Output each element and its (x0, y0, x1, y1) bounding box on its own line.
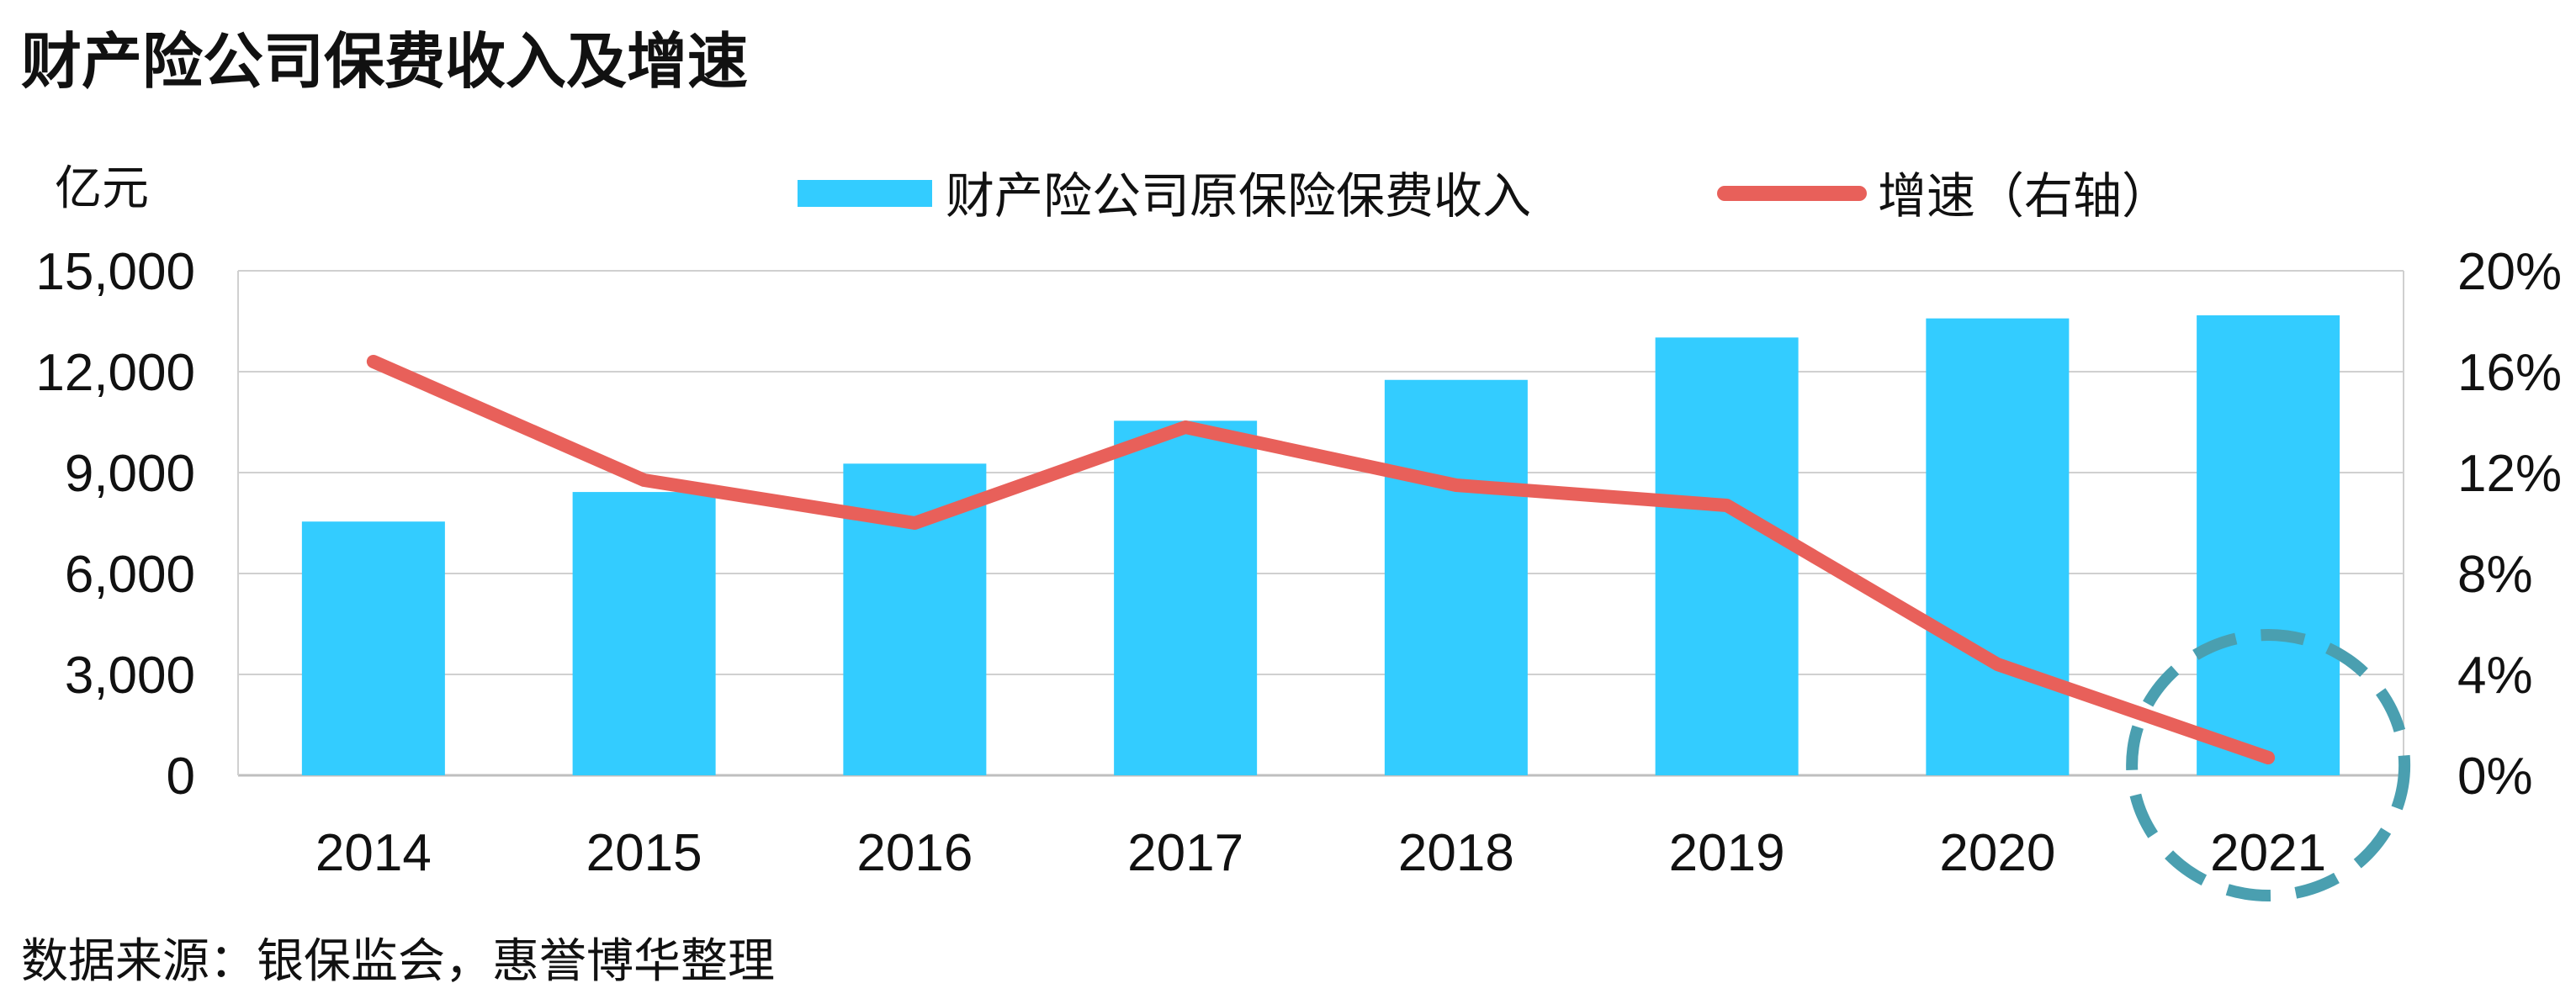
bar-2017 (1114, 420, 1258, 775)
x-axis-ticks: 2014 2015 2016 2017 2018 2019 2020 2021 (315, 824, 2326, 882)
bar-series (301, 314, 2340, 776)
left-tick-label: 0 (167, 748, 195, 806)
bar-2021 (2197, 314, 2340, 776)
left-axis-ticks: 0 3,000 6,000 9,000 12,000 15,000 (35, 243, 195, 806)
left-tick-label: 12,000 (35, 344, 195, 402)
growth-point-2017 (1183, 425, 1189, 430)
growth-point-2014 (370, 359, 376, 364)
bar-2015 (572, 492, 716, 775)
growth-line (366, 355, 2276, 764)
axis-lines (237, 271, 2404, 777)
x-tick-label: 2015 (586, 824, 702, 882)
legend: 财产险公司原保险保费收入 增速（右轴） (798, 167, 2171, 225)
chart-title: 财产险公司保费收入及增速 (21, 25, 748, 97)
source-note: 数据来源：银保监会，惠誉博华整理 (21, 934, 775, 989)
highlight-circle (2126, 629, 2411, 901)
x-tick-label: 2014 (315, 824, 432, 882)
left-tick-label: 6,000 (65, 546, 195, 604)
right-tick-label: 20% (2457, 243, 2562, 301)
growth-point-2018 (1453, 483, 1459, 488)
right-tick-label: 8% (2457, 546, 2533, 604)
gridlines (238, 270, 2404, 675)
x-tick-label: 2020 (1939, 824, 2055, 882)
bar-2019 (1655, 337, 1799, 775)
x-tick-label: 2021 (2210, 824, 2326, 882)
left-tick-label: 3,000 (65, 647, 195, 705)
legend-swatch-bar (798, 180, 932, 207)
left-axis-unit: 亿元 (55, 161, 149, 216)
highlight-layer (2126, 629, 2411, 901)
growth-point-2015 (641, 478, 647, 483)
x-tick-label: 2017 (1127, 824, 1243, 882)
right-tick-label: 0% (2457, 748, 2533, 806)
growth-point-2021 (2266, 755, 2271, 760)
growth-point-2016 (912, 521, 918, 526)
growth-point-2019 (1724, 503, 1730, 508)
right-tick-label: 12% (2457, 445, 2562, 503)
left-tick-label: 9,000 (65, 445, 195, 503)
bar-2020 (1926, 318, 2070, 775)
growth-point-2020 (1995, 662, 2001, 667)
right-tick-label: 16% (2457, 344, 2562, 402)
bar-2018 (1384, 379, 1528, 775)
growth-line-series (366, 355, 2276, 764)
right-axis-ticks: 0% 4% 8% 12% 16% 20% (2457, 243, 2562, 806)
left-tick-label: 15,000 (35, 243, 195, 301)
x-tick-label: 2019 (1669, 824, 1785, 882)
legend-label-line: 增速（右轴） (1878, 167, 2171, 225)
x-tick-label: 2018 (1398, 824, 1514, 882)
bar-2014 (301, 521, 445, 775)
x-tick-label: 2016 (856, 824, 973, 882)
legend-label-bar: 财产险公司原保险保费收入 (946, 167, 1531, 225)
right-tick-label: 4% (2457, 647, 2533, 705)
